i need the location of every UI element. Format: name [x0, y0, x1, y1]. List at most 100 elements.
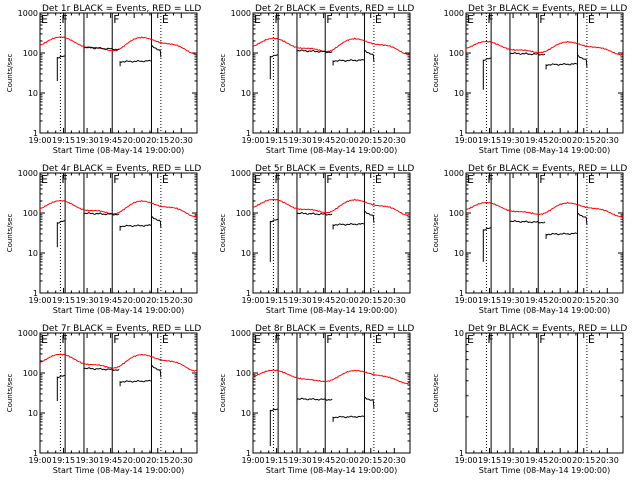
- x-tick-label: 19:00: [241, 456, 264, 465]
- y-tick-label: 10: [28, 409, 38, 418]
- marker-label: E: [162, 13, 169, 26]
- x-tick-label: 19:30: [76, 136, 99, 145]
- marker-label: F: [487, 333, 493, 346]
- y-tick-label: 10: [241, 89, 251, 98]
- y-tick-label: 100: [23, 49, 38, 58]
- y-tick-label: 100: [236, 49, 251, 58]
- events-segment: [364, 48, 375, 62]
- marker-label: E: [162, 173, 169, 186]
- y-tick-label: 10: [454, 249, 464, 258]
- plot-frame: [39, 172, 198, 294]
- events-segment: [151, 43, 162, 58]
- marker-label: F: [61, 173, 67, 186]
- marker-label: F: [61, 13, 67, 26]
- y-tick-label: 100: [236, 369, 251, 378]
- x-tick-label: 19:45: [99, 296, 122, 305]
- panel-title: Det 9r BLACK = Events, RED = LLD: [468, 324, 627, 334]
- y-tick-label: 1: [246, 129, 251, 138]
- events-segment: [269, 218, 279, 262]
- x-tick-label: 20:30: [170, 136, 193, 145]
- y-axis-label: Counts/sec: [219, 214, 227, 253]
- x-tick-label: 19:45: [312, 136, 335, 145]
- panel-9: Det 9r BLACK = Events, RED = LLD 1 10 19:00…: [432, 324, 627, 475]
- events-segment: [332, 58, 365, 66]
- y-tick-label: 100: [23, 369, 38, 378]
- y-tick-label: 1: [246, 289, 251, 298]
- y-tick-label: 1: [459, 129, 464, 138]
- x-axis-label: Start Time (08-May-14 19:00:00): [53, 306, 184, 315]
- marker-label: F: [326, 333, 332, 346]
- marker-label: E: [375, 333, 382, 346]
- x-axis-label: Start Time (08-May-14 19:00:00): [479, 466, 610, 475]
- x-tick-label: 19:15: [478, 456, 501, 465]
- x-tick-label: 20:15: [572, 136, 595, 145]
- plot-frame: [39, 332, 198, 454]
- marker-label: E: [254, 333, 261, 346]
- lld-curve: [39, 36, 198, 55]
- x-tick-label: 20:15: [572, 296, 595, 305]
- x-tick-label: 20:00: [336, 456, 359, 465]
- marker-label: F: [113, 173, 119, 186]
- panel-title: Det 6r BLACK = Events, RED = LLD: [468, 164, 627, 174]
- x-tick-label: 20:15: [146, 296, 169, 305]
- events-segment: [56, 55, 66, 81]
- y-tick-label: 100: [449, 49, 464, 58]
- x-tick-label: 20:00: [123, 296, 146, 305]
- x-tick-label: 20:15: [572, 456, 595, 465]
- x-axis-label: Start Time (08-May-14 19:00:00): [53, 146, 184, 155]
- x-tick-label: 19:00: [28, 456, 51, 465]
- marker-label: F: [487, 13, 493, 26]
- x-tick-label: 19:45: [525, 136, 548, 145]
- lld-curve: [465, 40, 624, 56]
- x-tick-label: 20:00: [123, 136, 146, 145]
- marker-label: E: [588, 333, 595, 346]
- y-tick-label: 1000: [231, 169, 251, 178]
- marker-label: E: [467, 173, 474, 186]
- panel-1: Det 1r BLACK = Events, RED = LLD 1 10 100 10…: [6, 4, 201, 155]
- panel-title: Det 8r BLACK = Events, RED = LLD: [255, 324, 414, 334]
- plot-frame: [465, 12, 624, 134]
- lld-curve: [252, 198, 411, 217]
- events-segment: [577, 211, 588, 225]
- plot-frame: [465, 172, 624, 294]
- panel-title: Det 3r BLACK = Events, RED = LLD: [468, 4, 627, 14]
- x-tick-label: 19:15: [478, 136, 501, 145]
- x-tick-label: 20:15: [146, 456, 169, 465]
- events-segment: [332, 415, 365, 422]
- panel-title: Det 5r BLACK = Events, RED = LLD: [255, 164, 414, 174]
- panel-title: Det 2r BLACK = Events, RED = LLD: [255, 4, 414, 14]
- events-segment: [482, 227, 492, 262]
- x-tick-label: 19:15: [265, 136, 288, 145]
- x-tick-label: 19:45: [312, 296, 335, 305]
- x-tick-label: 19:15: [52, 296, 75, 305]
- y-tick-label: 1: [459, 289, 464, 298]
- events-segment: [482, 57, 492, 90]
- events-segment: [151, 363, 162, 378]
- marker-label: E: [254, 173, 261, 186]
- panel-7: Det 7r BLACK = Events, RED = LLD 1 10 100 10…: [6, 324, 201, 475]
- panel-title: Det 7r BLACK = Events, RED = LLD: [42, 324, 201, 334]
- lld-curve: [252, 369, 411, 385]
- y-tick-label: 1000: [444, 9, 464, 18]
- x-tick-label: 19:30: [502, 456, 525, 465]
- x-tick-label: 20:00: [336, 296, 359, 305]
- y-tick-label: 100: [23, 209, 38, 218]
- x-tick-label: 20:30: [383, 456, 406, 465]
- lld-curve: [465, 201, 624, 218]
- events-segment: [83, 367, 120, 375]
- x-tick-label: 19:00: [454, 136, 477, 145]
- events-segment: [364, 395, 375, 409]
- x-tick-label: 20:00: [336, 136, 359, 145]
- plot-frame: [39, 12, 198, 134]
- y-tick-label: 1000: [18, 9, 38, 18]
- x-tick-label: 19:00: [28, 296, 51, 305]
- x-tick-label: 20:15: [359, 136, 382, 145]
- plot-frame: [465, 332, 624, 454]
- marker-label: F: [274, 173, 280, 186]
- marker-label: F: [61, 333, 67, 346]
- x-tick-label: 20:30: [596, 456, 619, 465]
- events-segment: [56, 220, 66, 248]
- events-segment: [269, 54, 279, 80]
- marker-label: E: [588, 13, 595, 26]
